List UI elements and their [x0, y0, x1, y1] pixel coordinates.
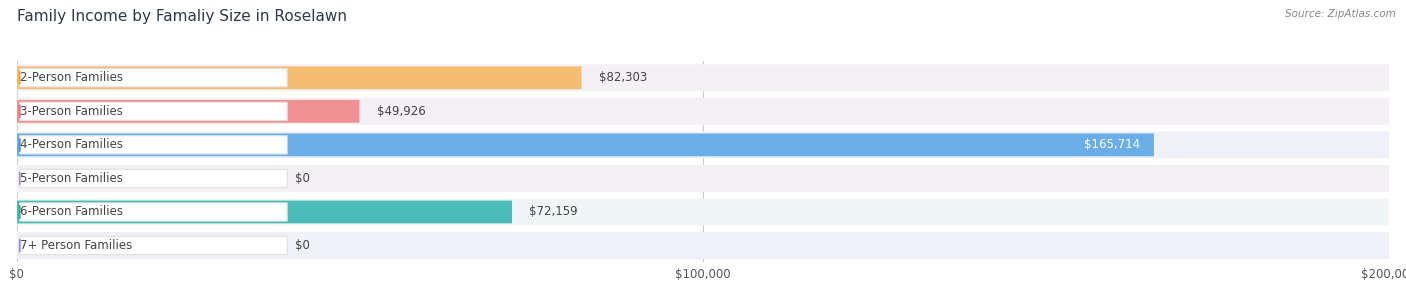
FancyBboxPatch shape [20, 102, 287, 120]
Text: 3-Person Families: 3-Person Families [20, 105, 122, 118]
FancyBboxPatch shape [20, 236, 287, 255]
Text: 5-Person Families: 5-Person Families [20, 172, 122, 185]
Text: 4-Person Families: 4-Person Families [20, 138, 122, 151]
Text: $165,714: $165,714 [1084, 138, 1140, 151]
Text: $72,159: $72,159 [529, 206, 578, 218]
Text: Family Income by Famaliy Size in Roselawn: Family Income by Famaliy Size in Roselaw… [17, 9, 347, 24]
FancyBboxPatch shape [17, 199, 1389, 225]
FancyBboxPatch shape [17, 64, 1389, 91]
Text: $0: $0 [295, 239, 311, 252]
FancyBboxPatch shape [17, 100, 360, 123]
FancyBboxPatch shape [17, 201, 512, 223]
FancyBboxPatch shape [20, 136, 287, 154]
FancyBboxPatch shape [17, 232, 1389, 259]
FancyBboxPatch shape [20, 169, 287, 188]
Text: 6-Person Families: 6-Person Families [20, 206, 122, 218]
Text: 2-Person Families: 2-Person Families [20, 71, 122, 84]
FancyBboxPatch shape [17, 134, 1154, 156]
Text: Source: ZipAtlas.com: Source: ZipAtlas.com [1285, 9, 1396, 19]
Text: $49,926: $49,926 [377, 105, 426, 118]
FancyBboxPatch shape [20, 69, 287, 87]
FancyBboxPatch shape [17, 165, 1389, 192]
FancyBboxPatch shape [17, 98, 1389, 125]
FancyBboxPatch shape [17, 131, 1389, 158]
FancyBboxPatch shape [17, 66, 582, 89]
Text: 7+ Person Families: 7+ Person Families [20, 239, 132, 252]
Text: $0: $0 [295, 172, 311, 185]
Text: $82,303: $82,303 [599, 71, 647, 84]
FancyBboxPatch shape [20, 203, 287, 221]
